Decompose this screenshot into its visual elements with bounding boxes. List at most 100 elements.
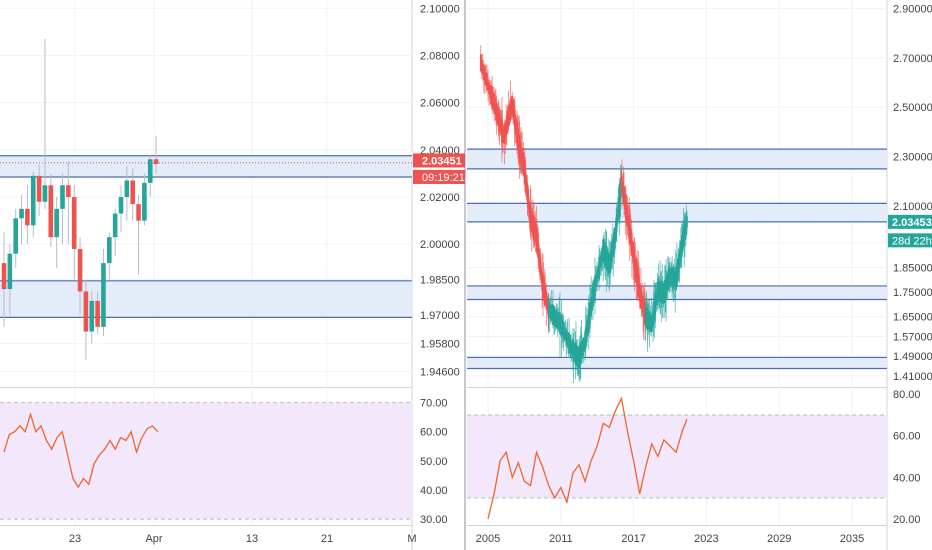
right-candle-body <box>552 304 554 325</box>
left-rsi-y-tick: 60.00 <box>420 427 448 439</box>
right-y-tick-label: 2.10000 <box>893 201 932 213</box>
right-candle-body <box>553 306 556 327</box>
left-candle-body <box>124 180 130 198</box>
right-rsi-y-tick: 40.00 <box>893 472 921 484</box>
right-rsi-y-tick: 60.00 <box>893 431 921 443</box>
left-zone <box>0 155 412 177</box>
right-rsi-y-tick: 20.00 <box>893 514 921 526</box>
right-candle-body <box>558 312 560 332</box>
right-y-tick-label: 2.30000 <box>893 152 932 164</box>
left-y-tick-label: 2.02000 <box>420 192 460 204</box>
left-rsi-y-tick: 40.00 <box>420 485 448 497</box>
left-x-tick-label: Apr <box>145 533 162 545</box>
left-candle-body <box>77 248 83 292</box>
right-y-tick-label: 2.70000 <box>893 53 932 65</box>
left-candle-body <box>147 159 153 183</box>
left-x-tick-label: 23 <box>69 533 81 545</box>
left-y-tick-label: 1.95800 <box>420 338 460 350</box>
right-y-tick-label: 2.90000 <box>893 4 932 16</box>
left-y-tick-label: 2.00000 <box>420 239 460 251</box>
left-candle-body <box>142 182 147 221</box>
right-candle-body <box>547 299 550 319</box>
left-zone <box>0 280 412 318</box>
right-candle-body <box>488 82 490 95</box>
left-y-tick-label: 1.94600 <box>420 367 460 379</box>
left-candle-body <box>19 208 24 219</box>
right-candle-body <box>549 304 552 319</box>
left-rsi-y-tick: 70.00 <box>420 398 448 410</box>
left-y-tick-label: 2.08000 <box>420 50 460 62</box>
left-candle-body <box>71 197 77 249</box>
left-candle-body <box>60 185 65 209</box>
right-x-tick-label: 2029 <box>767 533 791 545</box>
left-candle-body <box>7 253 13 290</box>
right-candle-body <box>551 305 553 322</box>
left-rsi-y-tick: 50.00 <box>420 456 448 468</box>
right-price-badge <box>888 233 932 248</box>
left-candle-body <box>130 180 135 205</box>
right-candle-body <box>686 216 688 228</box>
right-candle-body <box>489 85 491 98</box>
left-candle-body <box>107 237 112 264</box>
left-y-tick-label: 1.97000 <box>420 310 460 322</box>
right-candle-body <box>559 311 561 335</box>
left-candle-body <box>118 197 124 214</box>
right-candle-body <box>553 305 555 326</box>
right-candle-body <box>487 79 489 91</box>
right-y-tick-label: 2.50000 <box>893 102 932 114</box>
left-price-badge-label: 2.03451 <box>422 155 462 167</box>
right-candle-body <box>492 92 494 110</box>
right-rsi-y-tick: 80.00 <box>893 389 921 401</box>
left-candle-body <box>1 263 7 290</box>
left-x-tick-label: 21 <box>321 533 333 545</box>
right-candle-body <box>550 304 553 321</box>
left-candle-body <box>66 185 71 198</box>
left-candle-body <box>153 159 159 165</box>
right-candle-body <box>557 315 559 327</box>
right-x-tick-label: 2035 <box>840 533 864 545</box>
left-candle-body <box>112 213 118 238</box>
right-x-tick-label: 2017 <box>621 533 645 545</box>
right-candle-body <box>554 310 557 325</box>
right-candle-body <box>479 54 482 72</box>
right-candle-body <box>485 72 487 86</box>
left-candle-body <box>13 218 18 254</box>
right-y-tick-label: 1.49000 <box>893 351 932 363</box>
left-x-tick-label: 13 <box>246 533 258 545</box>
right-candle-body <box>482 63 484 75</box>
left-rsi-y-tick: 30.00 <box>420 514 448 526</box>
left-rsi-line <box>3 411 159 489</box>
right-x-tick-label: 2011 <box>549 533 573 545</box>
left-y-tick-label: 1.98500 <box>420 275 460 287</box>
left-candle-body <box>101 263 106 327</box>
right-price-badge <box>888 214 932 229</box>
right-price-badge-label: 28d 22h <box>892 235 932 247</box>
left-candle-body <box>89 300 95 332</box>
left-candle-body <box>42 185 48 202</box>
left-rsi-band <box>0 402 412 520</box>
left-candle-body <box>95 300 100 327</box>
left-x-tick-label: M <box>407 533 416 545</box>
right-y-tick-label: 1.85000 <box>893 262 932 274</box>
right-candle-body <box>491 86 493 110</box>
right-x-tick-label: 2023 <box>694 533 718 545</box>
left-price-badge <box>413 153 465 168</box>
right-y-tick-label: 1.65000 <box>893 312 932 324</box>
left-candle-body <box>136 204 141 221</box>
right-candle-body <box>490 85 492 105</box>
right-zone <box>467 149 887 169</box>
left-y-tick-label: 2.06000 <box>420 98 460 110</box>
left-candle-body <box>83 291 89 332</box>
right-candle-body <box>493 93 496 115</box>
right-zone <box>467 357 887 369</box>
left-candle-body <box>54 208 59 238</box>
right-candle-body <box>483 64 485 81</box>
left-candle-body <box>25 208 30 226</box>
left-y-tick-label: 2.10000 <box>420 3 460 15</box>
right-price-badge-label: 2.03453 <box>892 217 932 229</box>
right-candle-body <box>548 302 551 319</box>
left-candle-body <box>48 185 54 238</box>
right-x-tick-label: 2005 <box>476 533 500 545</box>
